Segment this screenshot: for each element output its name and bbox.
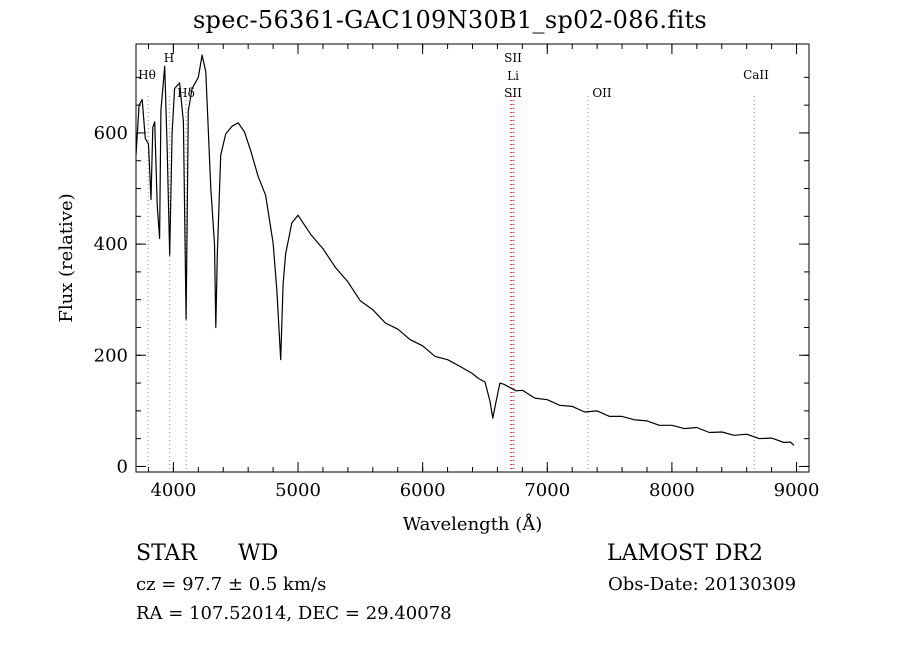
x-tick-label: 8000 — [649, 480, 695, 501]
spectral-line-label: OII — [592, 86, 612, 100]
spectrum-line — [135, 54, 795, 446]
chart-title: spec-56361-GAC109N30B1_sp02-086.fits — [192, 6, 708, 34]
y-tick-label: 0 — [117, 456, 128, 477]
spectral-line-label: SII — [504, 51, 522, 65]
obsdate-text: Obs-Date: 20130309 — [608, 574, 797, 595]
cz-text: cz = 97.7 ± 0.5 km/s — [136, 574, 327, 595]
x-tick-label: 9000 — [774, 480, 820, 501]
spectral-line-label: CaII — [743, 68, 769, 82]
spectral-line-label: Hθ — [138, 68, 156, 82]
plot-frame — [135, 43, 810, 473]
y-tick-label: 600 — [94, 123, 128, 144]
y-axis-label: Flux (relative) — [56, 193, 77, 322]
radec-text: RA = 107.52014, DEC = 29.40078 — [136, 603, 452, 624]
subclass-label: WD — [238, 541, 279, 566]
spectral-line-label: H — [164, 51, 174, 65]
spectral-line-label: SII — [504, 86, 522, 100]
class-label: STAR — [136, 541, 197, 566]
y-tick-label: 400 — [94, 234, 128, 255]
x-axis-label: Wavelength (Å) — [403, 513, 543, 535]
x-tick-label: 4000 — [150, 480, 196, 501]
survey-label: LAMOST DR2 — [607, 541, 763, 566]
spectral-line-label: Li — [507, 69, 519, 83]
x-tick-label: 7000 — [524, 480, 570, 501]
x-tick-label: 6000 — [400, 480, 446, 501]
x-tick-label: 5000 — [275, 480, 321, 501]
y-tick-label: 200 — [94, 345, 128, 366]
